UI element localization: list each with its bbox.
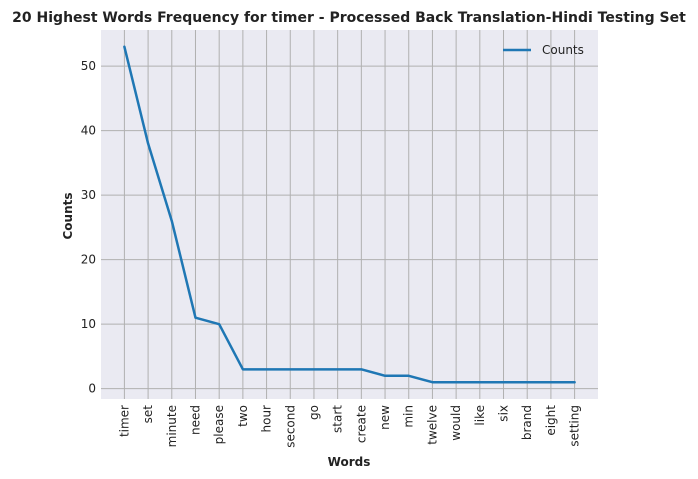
x-tick-label: eight [544,405,558,436]
x-tick-label: six [497,405,511,422]
y-tick-label: 40 [81,124,96,138]
x-tick-label: second [283,405,297,448]
x-tick-label: start [331,405,345,433]
x-tick-label: brand [520,405,534,440]
x-axis-label: Words [328,455,371,469]
x-tick-label: timer [117,405,131,437]
x-tick-label: setting [568,405,582,447]
chart-title: 20 Highest Words Frequency for timer - P… [12,10,686,26]
x-tick-label: twelve [425,405,439,445]
plot-area [101,30,598,399]
y-tick-label: 0 [88,382,96,396]
x-tick-label: go [307,405,321,420]
grid-lines [101,30,598,399]
y-axis-label: Counts [61,192,75,239]
x-tick-label: create [354,405,368,443]
x-tick-label: need [188,405,202,435]
y-tick-label: 30 [81,188,96,202]
x-tick-label: min [402,405,416,428]
x-tick-label: would [449,405,463,441]
legend-label: Counts [542,43,584,57]
series-line [123,45,576,384]
x-tick-label: two [236,405,250,427]
legend: Counts [503,43,584,57]
y-tick-label: 50 [81,59,96,73]
x-tick-label: minute [165,405,179,447]
axes: 0 10 20 30 40 50 timer set minute need please two ho… [81,59,582,448]
x-tick-label: hour [260,405,274,433]
y-tick-label: 20 [81,253,96,267]
x-tick-label: set [141,405,155,424]
series-layer [123,45,576,384]
y-tick-label: 10 [81,317,96,331]
x-tick-label: new [378,405,392,430]
x-tick-label: please [212,405,226,444]
x-tick-label: like [473,405,487,426]
